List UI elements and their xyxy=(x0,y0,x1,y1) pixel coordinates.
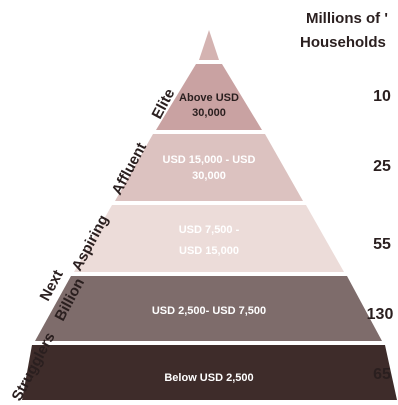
tier-next-billion-income: USD 2,500- USD 7,500 xyxy=(152,305,266,317)
tier-elite-income-line1: Above USD xyxy=(179,92,239,104)
tier-elite-band xyxy=(156,64,262,130)
households-header-line1: Millions of ' xyxy=(306,8,388,30)
households-value-affluent: 25 xyxy=(373,158,391,175)
tier-aspiring-income-line1: USD 7,500 - xyxy=(179,224,240,236)
tier-affluent-income-line2: 30,000 xyxy=(192,170,226,182)
pyramid-apex xyxy=(199,30,219,60)
tier-affluent-income-line1: USD 15,000 - USD xyxy=(163,154,256,166)
tier-next-billion-band xyxy=(35,276,382,341)
tier-aspiring-band xyxy=(74,205,344,272)
households-value-next-billion: 130 xyxy=(366,306,394,323)
tier-affluent-band xyxy=(115,134,303,201)
tier-strugglers-band xyxy=(22,345,397,400)
households-value-elite: 10 xyxy=(373,88,391,105)
households-header-text: Millions of xyxy=(306,10,381,27)
households-header-line2: Households xyxy=(300,34,386,51)
tier-elite-income-line2: 30,000 xyxy=(192,107,226,119)
households-value-aspiring: 55 xyxy=(373,236,391,253)
tier-strugglers-income: Below USD 2,500 xyxy=(164,372,253,384)
header-cut-mark: ' xyxy=(384,10,388,27)
tier-aspiring-income-line2: USD 15,000 xyxy=(179,245,239,257)
households-value-strugglers: 65 xyxy=(373,366,391,383)
